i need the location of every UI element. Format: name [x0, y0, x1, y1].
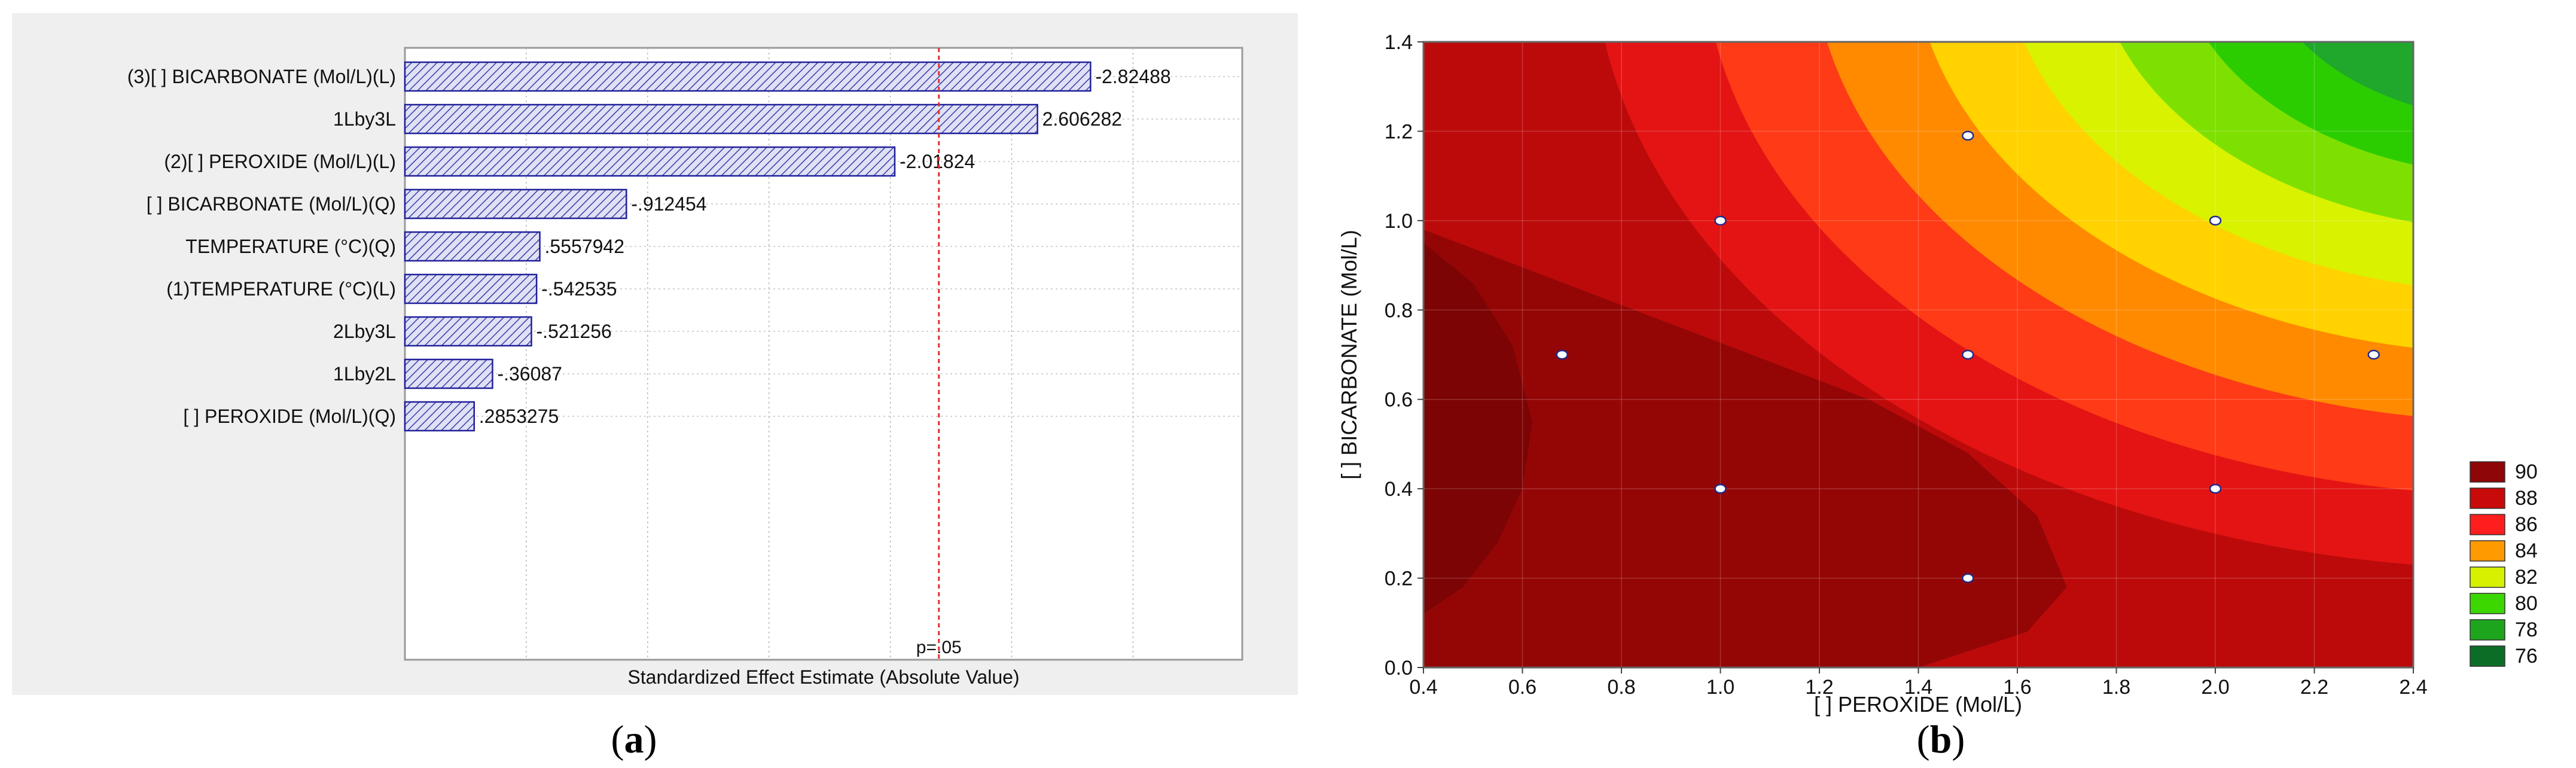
pareto-value-label: -2.01824 — [900, 151, 975, 172]
design-point — [1714, 215, 1727, 226]
legend-swatch — [2470, 514, 2505, 535]
contour-x-ticks: 0.4 0.6 0.8 1.0 1.2 1.4 1.6 1.8 2.0 2.2 2.4 — [1409, 668, 2428, 699]
caption-a-close: ) — [644, 718, 657, 761]
contour-y-tick-label: 1.0 — [1385, 210, 1413, 233]
contour-x-tick-label: 2.2 — [2300, 676, 2328, 699]
pareto-value-label: -.36087 — [497, 363, 562, 385]
contour-y-tick-label: 0.2 — [1385, 568, 1413, 590]
contour-y-tick-label: 0.6 — [1385, 389, 1413, 412]
legend-label: 84 — [2515, 540, 2538, 562]
contour-x-tick-label: 1.2 — [1805, 676, 1833, 699]
pareto-category-label: TEMPERATURE (°C)(Q) — [185, 236, 396, 257]
pareto-value-label: 2.606282 — [1042, 108, 1122, 130]
contour-x-tick-label: 0.6 — [1508, 676, 1537, 699]
legend-label: 78 — [2515, 618, 2538, 641]
caption-a-open: ( — [611, 718, 624, 761]
design-point — [2209, 215, 2222, 226]
pareto-category-label: (3)[ ] BICARBONATE (Mol/L)(L) — [127, 66, 396, 87]
design-point — [1962, 349, 1974, 360]
contour-band-core — [1423, 229, 2067, 668]
contour-legend: 90 88 86 84 82 80 78 76 — [2470, 461, 2538, 668]
caption-a-letter: a — [624, 718, 644, 761]
legend-label: 82 — [2515, 566, 2538, 589]
design-point — [2209, 483, 2222, 494]
contour-x-axis-title: [ ] PEROXIDE (Mol/L) — [1814, 692, 2022, 717]
legend-swatch — [2470, 645, 2505, 667]
contour-x-tick-label: 1.0 — [1706, 676, 1734, 699]
pareto-category-label: 1Lby2L — [333, 363, 396, 385]
pareto-bar — [404, 316, 532, 347]
contour-x-tick-label: 1.8 — [2102, 676, 2130, 699]
contour-x-tick-label: 1.4 — [1904, 676, 1932, 699]
legend-swatch — [2470, 619, 2505, 641]
pareto-bar — [404, 273, 538, 304]
legend-label: 80 — [2515, 592, 2538, 615]
pareto-category-label: (2)[ ] PEROXIDE (Mol/L)(L) — [164, 151, 396, 172]
contour-y-tick-label: 0.4 — [1385, 478, 1413, 501]
legend-label: 86 — [2515, 513, 2538, 536]
design-points — [1556, 130, 2380, 583]
contour-y-ticks: 0.0 0.2 0.4 0.6 0.8 1.0 1.2 1.4 — [1385, 31, 1423, 679]
legend-label: 88 — [2515, 487, 2538, 510]
legend-swatch — [2470, 593, 2505, 614]
design-point — [1962, 573, 1974, 583]
caption-b-close: ) — [1952, 718, 1965, 761]
pareto-bar — [404, 103, 1038, 135]
design-point — [1714, 483, 1727, 494]
design-point — [2367, 349, 2380, 360]
pareto-x-axis-title: Standardized Effect Estimate (Absolute V… — [627, 666, 1019, 688]
legend-swatch — [2470, 461, 2505, 483]
pareto-value-label: .5557942 — [545, 236, 624, 257]
pareto-value-label: -.542535 — [541, 278, 617, 300]
contour-x-tick-label: 2.4 — [2399, 676, 2427, 699]
pareto-chart: (3)[ ] BICARBONATE (Mol/L)(L) -2.82488 1Lb… — [12, 13, 1298, 695]
pareto-value-label: -.912454 — [631, 193, 706, 215]
contour-x-tick-label: 0.4 — [1409, 676, 1437, 699]
contour-regions — [1423, 0, 2576, 668]
pareto-value-label: -.521256 — [536, 321, 612, 342]
caption-b: (b) — [1917, 718, 1965, 761]
contour-band — [2302, 42, 2413, 106]
pareto-bar — [404, 231, 541, 262]
design-point — [1556, 349, 1568, 360]
contour-band — [2413, 0, 2576, 17]
contour-gridlines — [1423, 42, 2413, 668]
contour-surface — [1423, 0, 2576, 668]
contour-y-tick-label: 1.2 — [1385, 120, 1413, 143]
contour-band-center — [1423, 243, 1533, 614]
pareto-bar — [404, 358, 493, 389]
pareto-category-label: 1Lby3L — [333, 108, 396, 130]
contour-y-tick-label: 1.4 — [1385, 31, 1413, 54]
legend-label: 90 — [2515, 461, 2538, 483]
pareto-plot-area — [404, 47, 1243, 661]
pareto-category-label: 2Lby3L — [333, 321, 396, 342]
significance-label: p=.05 — [916, 638, 962, 657]
pareto-value-label: .2853275 — [479, 406, 559, 427]
legend-swatch — [2470, 566, 2505, 588]
contour-y-tick-label: 0.0 — [1385, 657, 1413, 679]
legend-label: 76 — [2515, 645, 2538, 668]
pareto-bar — [404, 61, 1092, 92]
design-point — [1962, 130, 1974, 141]
contour-chart: 0.4 0.6 0.8 1.0 1.2 1.4 1.6 1.8 2.0 2.2 2.4 0.0 0.2… — [1337, 0, 2576, 717]
pareto-category-label: (1)TEMPERATURE (°C)(L) — [166, 278, 396, 300]
contour-y-tick-label: 0.8 — [1385, 299, 1413, 322]
pareto-category-label: [ ] BICARBONATE (Mol/L)(Q) — [147, 193, 396, 215]
caption-b-letter: b — [1930, 718, 1952, 761]
caption-a: (a) — [611, 718, 657, 761]
legend-swatch — [2470, 540, 2505, 562]
contour-x-tick-label: 2.0 — [2201, 676, 2229, 699]
contour-y-axis-title: [ ] BICARBONATE (Mol/L) — [1337, 230, 1361, 479]
contour-x-tick-label: 0.8 — [1607, 676, 1635, 699]
pareto-bar — [404, 401, 475, 432]
pareto-bar — [404, 146, 896, 177]
pareto-category-label: [ ] PEROXIDE (Mol/L)(Q) — [183, 406, 396, 427]
caption-b-open: ( — [1917, 718, 1930, 761]
pareto-bar — [404, 188, 627, 220]
pareto-value-label: -2.82488 — [1095, 66, 1170, 87]
contour-x-tick-label: 1.6 — [2003, 676, 2031, 699]
pareto-bars: (3)[ ] BICARBONATE (Mol/L)(L) -2.82488 1Lb… — [127, 61, 1171, 432]
legend-swatch — [2470, 487, 2505, 509]
